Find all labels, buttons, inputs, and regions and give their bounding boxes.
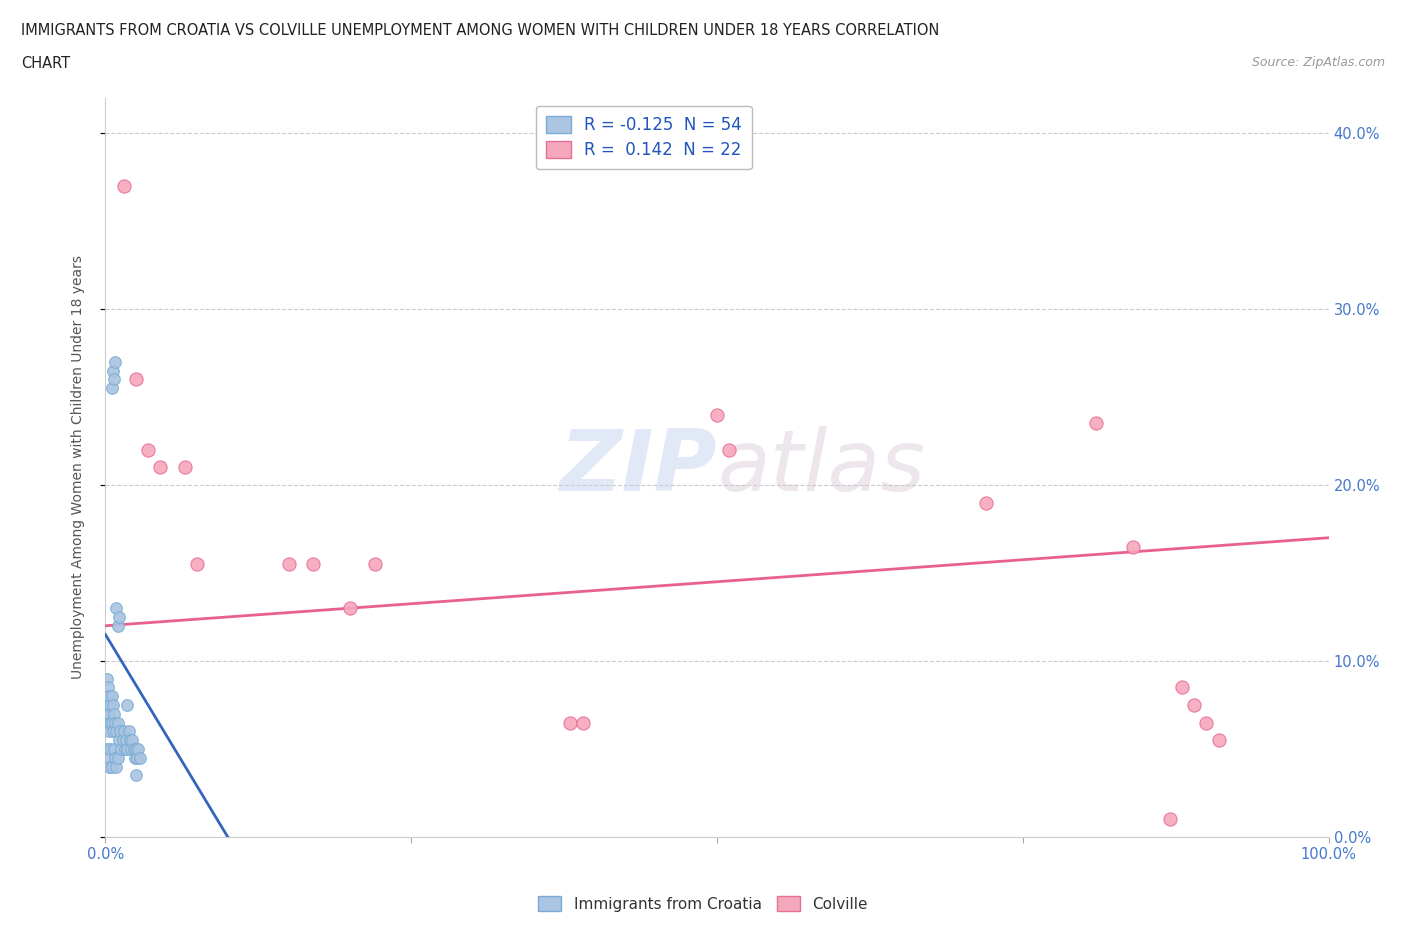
Point — [186, 557, 208, 572]
Point — [125, 372, 148, 387]
Point — [120, 741, 142, 756]
Point — [125, 768, 148, 783]
Point — [107, 715, 129, 730]
Legend: Immigrants from Croatia, Colville: Immigrants from Croatia, Colville — [533, 889, 873, 918]
Point — [128, 751, 150, 765]
Point — [302, 557, 325, 572]
Y-axis label: Unemployment Among Women with Children Under 18 years: Unemployment Among Women with Children U… — [70, 256, 84, 679]
Point — [127, 741, 149, 756]
Point — [112, 179, 135, 193]
Point — [103, 707, 125, 722]
Point — [124, 751, 146, 765]
Point — [1195, 715, 1218, 730]
Point — [104, 751, 127, 765]
Point — [98, 741, 121, 756]
Point — [718, 443, 741, 458]
Point — [97, 680, 120, 695]
Text: ZIP: ZIP — [560, 426, 717, 509]
Point — [117, 698, 139, 712]
Point — [105, 724, 128, 738]
Point — [125, 741, 148, 756]
Text: IMMIGRANTS FROM CROATIA VS COLVILLE UNEMPLOYMENT AMONG WOMEN WITH CHILDREN UNDER: IMMIGRANTS FROM CROATIA VS COLVILLE UNEM… — [21, 23, 939, 38]
Point — [118, 733, 141, 748]
Point — [103, 372, 125, 387]
Point — [112, 724, 135, 738]
Point — [1171, 680, 1194, 695]
Point — [96, 671, 118, 686]
Point — [105, 601, 128, 616]
Point — [278, 557, 301, 572]
Point — [98, 724, 121, 738]
Point — [1085, 416, 1108, 431]
Text: atlas: atlas — [717, 426, 925, 509]
Point — [121, 733, 143, 748]
Point — [103, 741, 125, 756]
Point — [107, 751, 129, 765]
Point — [96, 741, 118, 756]
Point — [571, 715, 593, 730]
Point — [339, 601, 361, 616]
Point — [122, 741, 145, 756]
Point — [1182, 698, 1205, 712]
Point — [108, 733, 131, 748]
Point — [136, 443, 159, 458]
Legend: R = -0.125  N = 54, R =  0.142  N = 22: R = -0.125 N = 54, R = 0.142 N = 22 — [536, 106, 752, 169]
Point — [117, 741, 139, 756]
Point — [97, 715, 120, 730]
Text: CHART: CHART — [21, 56, 70, 71]
Point — [101, 363, 124, 378]
Point — [706, 407, 728, 422]
Point — [104, 354, 127, 369]
Point — [127, 751, 149, 765]
Point — [98, 698, 121, 712]
Point — [114, 741, 136, 756]
Text: Source: ZipAtlas.com: Source: ZipAtlas.com — [1251, 56, 1385, 69]
Point — [104, 715, 127, 730]
Point — [105, 759, 128, 774]
Point — [101, 698, 124, 712]
Point — [560, 715, 582, 730]
Point — [98, 715, 121, 730]
Point — [101, 724, 124, 738]
Point — [98, 707, 121, 722]
Point — [974, 495, 997, 510]
Point — [107, 618, 129, 633]
Point — [100, 689, 122, 704]
Point — [98, 689, 121, 704]
Point — [97, 751, 120, 765]
Point — [98, 759, 121, 774]
Point — [96, 707, 118, 722]
Point — [174, 460, 197, 474]
Point — [118, 724, 141, 738]
Point — [110, 741, 132, 756]
Point — [363, 557, 385, 572]
Point — [1159, 812, 1181, 827]
Point — [100, 715, 122, 730]
Point — [100, 380, 122, 395]
Point — [111, 733, 134, 748]
Point — [149, 460, 172, 474]
Point — [115, 733, 138, 748]
Point — [108, 724, 131, 738]
Point — [97, 698, 120, 712]
Point — [100, 759, 122, 774]
Point — [1208, 733, 1230, 748]
Point — [108, 609, 131, 624]
Point — [1122, 539, 1144, 554]
